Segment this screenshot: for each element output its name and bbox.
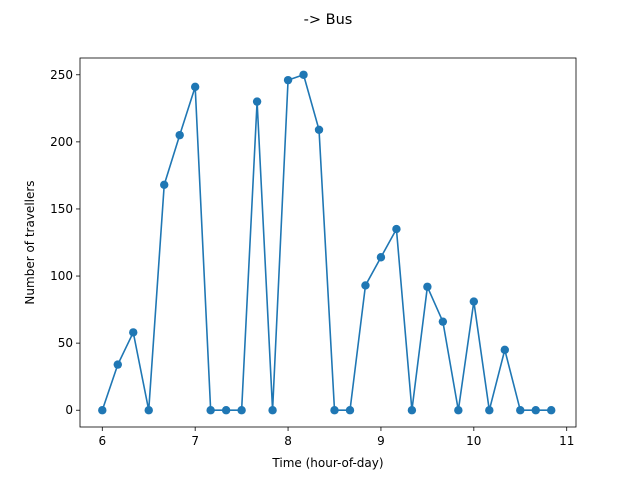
data-point [283,75,293,85]
plot-frame [79,57,577,428]
data-point [531,406,540,415]
data-point [516,406,525,415]
data-point [144,406,153,415]
x-tick-label: 10 [466,434,481,448]
data-point [500,345,509,355]
data-point [206,406,215,415]
y-axis-label: Number of travellers [23,180,37,304]
data-point [113,360,122,369]
data-point [221,406,231,415]
y-tick-label: 100 [50,269,73,283]
data-point [98,406,107,415]
data-point [438,317,448,326]
x-tick-label: 11 [559,434,574,448]
y-tick-label: 50 [58,336,73,350]
data-point [314,125,324,134]
data-point [469,297,479,306]
data-point [392,224,401,234]
data-point [160,180,169,190]
data-point [237,406,246,415]
data-point [252,97,262,106]
data-point [190,82,200,92]
y-axis-ticks: 0 50 100 150 200 250 [50,68,80,417]
x-axis-ticks: 6 7 8 9 10 11 [98,427,574,448]
y-tick-label: 0 [65,403,73,417]
data-point [407,406,417,415]
data-point [299,70,308,79]
data-point [361,281,370,290]
x-tick-label: 6 [98,434,106,448]
chart-title: -> Bus [304,12,353,28]
data-point [485,406,494,415]
x-tick-label: 9 [377,434,385,448]
data-point [454,406,463,415]
data-point [376,253,386,262]
y-tick-label: 250 [50,68,73,82]
data-point [129,328,138,337]
x-tick-label: 8 [284,434,292,448]
plot-marks [98,70,556,415]
data-point [423,282,432,291]
data-point [330,406,339,415]
data-point [175,130,184,140]
y-tick-label: 200 [50,135,73,149]
data-point [547,406,556,415]
data-point [345,406,355,415]
y-tick-label: 150 [50,202,73,216]
x-axis-label: Time (hour-of-day) [271,456,383,470]
series-line [101,73,552,412]
x-tick-label: 7 [191,434,199,448]
data-point [268,406,277,415]
